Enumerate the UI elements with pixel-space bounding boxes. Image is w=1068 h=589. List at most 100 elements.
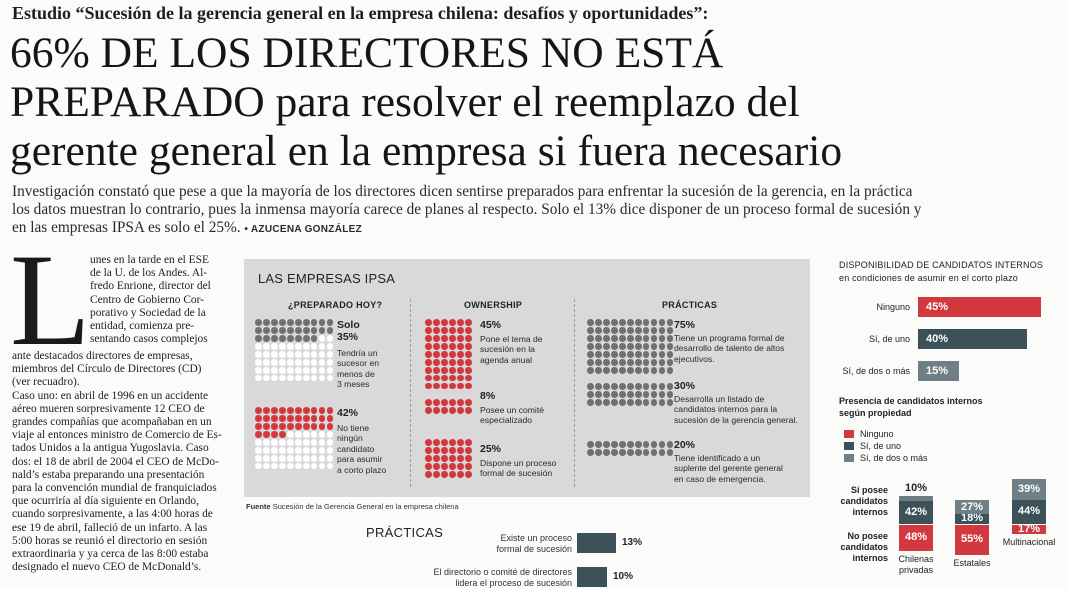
body-line: extraordinaria y ya cerca de las 8:00 es…: [12, 548, 209, 560]
dot: [310, 350, 318, 358]
dot-matrix-practicas-75: [587, 319, 674, 374]
dot: [425, 454, 432, 462]
dot: [642, 390, 650, 398]
row-label-line: internos: [852, 507, 888, 517]
dot: [464, 462, 472, 470]
label-line: 3 meses: [337, 379, 370, 390]
dot: [587, 383, 594, 390]
dot: [326, 374, 334, 382]
dot: [440, 446, 448, 454]
dot: [594, 448, 602, 456]
dot: [278, 438, 286, 446]
dot: [634, 448, 642, 456]
legend-item: Sí, de dos o más: [844, 453, 928, 463]
dot: [310, 422, 318, 430]
dot: [255, 342, 262, 350]
dot: [255, 430, 262, 438]
source-text: Sucesión de la Gerencia General en la em…: [272, 502, 459, 511]
dot: [642, 383, 650, 390]
dot: [610, 398, 618, 406]
byline: • AZUCENA GONZÁLEZ: [244, 224, 363, 235]
dot: [642, 448, 650, 456]
dot: [310, 446, 318, 454]
dot: [626, 441, 634, 448]
body-line: Centro de Gobierno Cor-: [90, 293, 204, 306]
dot: [278, 350, 286, 358]
dot: [666, 326, 674, 334]
dot: [294, 334, 302, 342]
dot: [310, 334, 318, 342]
label-line: para asumir: [337, 454, 383, 465]
dot: [594, 350, 602, 358]
dot: [650, 319, 658, 326]
dot: [326, 414, 334, 422]
dot: [255, 374, 262, 382]
dot: [464, 334, 472, 342]
dot: [432, 366, 440, 374]
disponibilidad-category-label: Sí, de uno: [868, 334, 910, 344]
dot: [618, 366, 626, 374]
dot: [448, 399, 456, 406]
dot: [634, 441, 642, 448]
dot: [318, 462, 326, 470]
dot: [464, 470, 472, 478]
dot: [310, 454, 318, 462]
label-line: Posee un comité: [480, 405, 545, 415]
dot: [618, 334, 626, 342]
dot: [618, 358, 626, 366]
dot: [262, 358, 270, 366]
dot: [602, 448, 610, 456]
dot: [286, 350, 294, 358]
dot: [440, 326, 448, 334]
dot: [294, 374, 302, 382]
dot: [270, 326, 278, 334]
drop-cap: L: [10, 226, 91, 373]
dot: [432, 326, 440, 334]
dot: [310, 358, 318, 366]
disponibilidad-category-label: Sí, de dos o más: [842, 366, 910, 376]
dot: [318, 430, 326, 438]
deck-line-1: Investigación constató que pese a que la…: [12, 183, 913, 200]
segment-si-de-uno: 42%: [899, 501, 933, 524]
dot-matrix-practicas-20: [587, 441, 674, 456]
dot: [262, 374, 270, 382]
dot: [425, 319, 432, 326]
dot: [326, 319, 334, 326]
dot: [448, 462, 456, 470]
dot: [310, 438, 318, 446]
label-line: especializado: [480, 415, 533, 426]
dot: [602, 441, 610, 448]
disponibilidad-category-label: Ninguno: [876, 302, 910, 312]
dot: [294, 438, 302, 446]
dot: [610, 326, 618, 334]
row-label-line: Sí posee: [850, 485, 888, 495]
dot: [318, 454, 326, 462]
body-line: designado el nuevo CEO de McDonald’s.: [12, 561, 202, 574]
dot: [326, 366, 334, 374]
dot: [255, 407, 262, 414]
stat-value: 35%: [337, 331, 359, 343]
dot: [318, 358, 326, 366]
dot: [650, 358, 658, 366]
dot: [286, 454, 294, 462]
dot: [666, 334, 674, 342]
dot: [302, 374, 310, 382]
dot: [634, 342, 642, 350]
dot: [270, 454, 278, 462]
dot: [594, 334, 602, 342]
dot: [610, 390, 618, 398]
label-line: Pone el tema de: [480, 334, 543, 344]
dot: [302, 422, 310, 430]
dot: [666, 441, 674, 448]
dot: [255, 319, 262, 326]
body-line: tados Unidos a la antigua Yugoslavia. Ca…: [12, 442, 209, 455]
stat-label: Tendría un sucesor en menos de 3 meses: [337, 348, 379, 390]
dot: [610, 383, 618, 390]
dot: [650, 350, 658, 358]
kicker: Estudio “Sucesión de la gerencia general…: [12, 3, 709, 23]
stat-label: Tiene identificado a un suplente del gere…: [674, 453, 783, 484]
segment-si-de-uno: 44%: [1012, 500, 1046, 524]
dot: [448, 366, 456, 374]
dot: [326, 407, 334, 414]
headline-line-2-rest: para resolver el reemplazo del: [264, 78, 800, 126]
